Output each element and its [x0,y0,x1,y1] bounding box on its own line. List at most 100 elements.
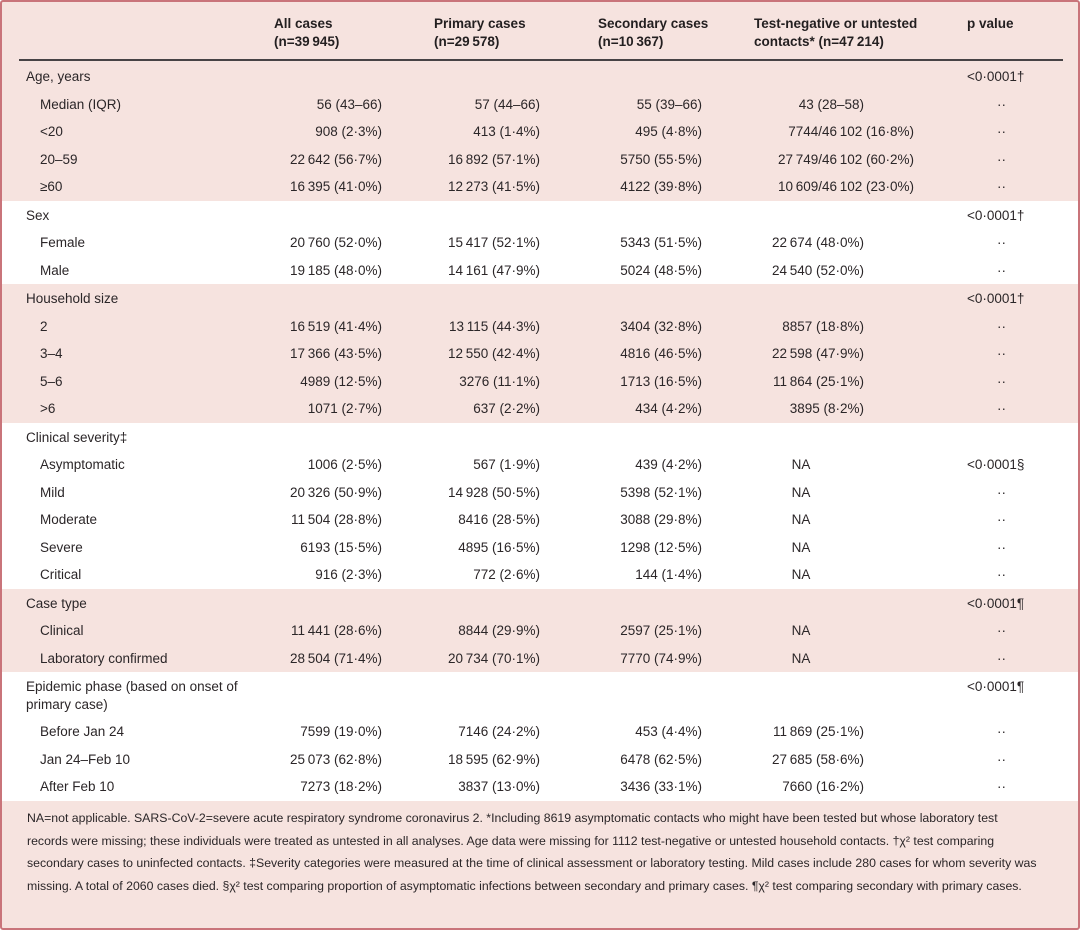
value-text: 13 115 (44·3%) [448,318,540,334]
table-row: ≥60 16 395 (41·0%) 12 273 (41·5%) 4122 (39·… [2,173,1078,201]
value-text: 637 (2·2%) [473,401,540,416]
value-cell: 567 (1·9%) [385,451,543,479]
value-cell [543,589,705,618]
value-text: 22 642 (56·7%) [289,151,382,167]
table-row: 3–4 17 366 (43·5%) 12 550 (42·4%) 4816 (46·… [2,340,1078,368]
value-text: 3895 (8·2%) [789,401,864,416]
value-cell: 4895 (16·5%) [385,534,543,562]
row-label: Female [40,235,86,250]
value-cell: 3837 (13·0%) [385,773,543,801]
value-text: 43 (28–58) [798,96,864,112]
column-header-line1: Test-negative or untested [754,16,918,31]
value-text: 11 864 (25·1%) [772,373,864,389]
value-cell: 11 864 (25·1%) [705,368,867,396]
value-cell: NA [705,479,867,507]
value-cell [705,201,867,230]
value-cell: NA [705,617,867,645]
value-cell: 18 595 (62·9%) [385,746,543,774]
value-cell: 495 (4·8%) [543,118,705,146]
value-text: 4816 (46·5%) [620,346,702,361]
p-value-cell: ·· [997,567,1006,582]
value-text: 27 685 (58·6%) [771,751,864,767]
table-row: <20 908 (2·3%) 413 (1·4%) 495 (4·8%) 7744/46… [2,118,1078,146]
value-cell: 5343 (51·5%) [543,229,705,257]
value-text: 7273 (18·2%) [300,779,382,794]
value-cell [543,423,705,452]
value-cell: 7660 (16·2%) [705,773,867,801]
value-cell: 12 550 (42·4%) [385,340,543,368]
value-cell: 439 (4·2%) [543,451,705,479]
section-header-row: Clinical severity‡ [2,423,1078,452]
value-cell [385,62,543,91]
value-cell: 2597 (25·1%) [543,617,705,645]
value-cell [543,284,705,313]
value-text: 14 928 (50·5%) [447,484,540,500]
value-cell: 5750 (55·5%) [543,146,705,174]
row-label: Jan 24–Feb 10 [40,751,131,767]
value-cell: 3088 (29·8%) [543,506,705,534]
column-header [2,2,254,62]
value-cell [705,423,867,452]
value-cell: 1298 (12·5%) [543,534,705,562]
value-cell [705,672,867,718]
value-text: 8416 (28·5%) [458,512,540,527]
column-header-line2: (n=29 578) [434,33,500,49]
value-cell: 453 (4·4%) [543,718,705,746]
column-header: Test-negative or untested contacts* (n=47… [705,2,918,62]
section-header-row: Case type <0·0001¶ [2,589,1078,618]
row-label: ≥60 [40,179,63,194]
p-value-cell: ·· [997,484,1006,500]
p-value-cell: <0·0001† [967,291,1025,306]
row-label: 3–4 [40,346,63,361]
value-cell: 56 (43–66) [254,91,385,119]
value-text: 772 (2·6%) [473,567,540,582]
p-value-cell: <0·0001† [967,207,1025,223]
value-text: 7146 (24·2%) [458,724,540,739]
value-text: 17 366 (43·5%) [289,346,382,361]
value-text: 10 609/46 102 (23·0%) [777,179,914,194]
value-cell [543,201,705,230]
value-text: 11 504 (28·8%) [290,512,382,527]
value-cell [705,62,867,91]
column-header: Secondary cases (n=10 367) [543,2,708,62]
value-cell [385,672,543,718]
value-text: 22 674 (48·0%) [771,235,864,250]
value-cell: 8857 (18·8%) [705,313,867,341]
value-text: 3436 (33·1%) [620,779,702,794]
row-label: Clinical [40,623,84,638]
table-row: Critical 916 (2·3%) 772 (2·6%) 144 (1·4%) NA… [2,561,1078,589]
value-cell: 413 (1·4%) [385,118,543,146]
row-label: Age, years [26,69,91,84]
row-label: Sex [26,207,50,223]
value-cell: 3404 (32·8%) [543,313,705,341]
value-cell: 11 441 (28·6%) [254,617,385,645]
row-label: Male [40,262,70,278]
value-text: 6478 (62·5%) [620,751,702,767]
value-text: 916 (2·3%) [315,567,382,582]
p-value-cell: ·· [997,318,1006,334]
value-text: 8844 (29·9%) [458,623,540,638]
p-value-cell: ·· [997,96,1006,112]
p-value-cell: ·· [997,650,1006,666]
value-text: 7770 (74·9%) [620,650,702,666]
value-cell [385,201,543,230]
table-row: 5–6 4989 (12·5%) 3276 (11·1%) 1713 (16·5%) 1… [2,368,1078,396]
value-cell: NA [705,451,867,479]
column-header-line2: (n=10 367) [598,33,664,49]
column-header-line2: (n=39 945) [274,33,340,49]
value-text: 1298 (12·5%) [620,539,702,555]
p-value-cell: <0·0001† [967,69,1025,84]
table-row: Female 20 760 (52·0%) 15 417 (52·1%) 5343 (… [2,229,1078,257]
value-text: 7744/46 102 (16·8%) [788,124,914,139]
table-row: Male 19 185 (48·0%) 14 161 (47·9%) 5024 (48… [2,257,1078,285]
value-cell: 5024 (48·5%) [543,257,705,285]
value-cell: 27 685 (58·6%) [705,746,867,774]
value-text: 16 892 (57·1%) [447,151,540,167]
value-cell: NA [705,534,867,562]
table-row: After Feb 10 7273 (18·2%) 3837 (13·0%) 3436… [2,773,1078,801]
column-header: All cases (n=39 945) [254,2,385,62]
section-header-row: Epidemic phase (based on onset of primar… [2,672,1078,718]
value-cell: 11 869 (25·1%) [705,718,867,746]
p-value-cell: ·· [997,179,1006,194]
value-cell: 772 (2·6%) [385,561,543,589]
